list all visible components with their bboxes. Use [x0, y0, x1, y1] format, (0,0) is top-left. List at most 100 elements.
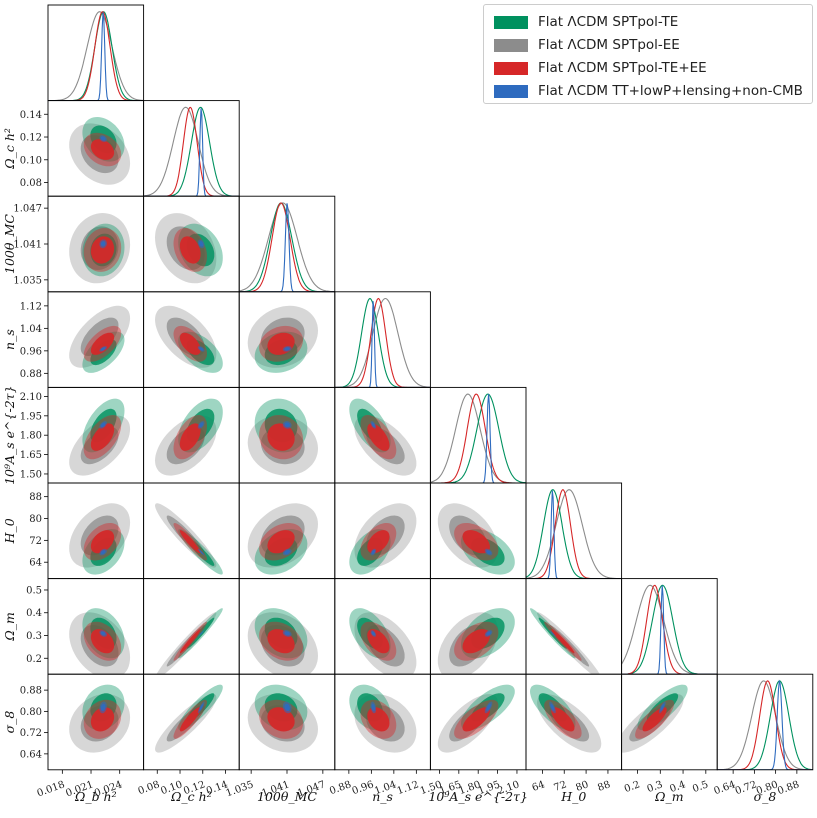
contour-68-omb-H0-series-3 [100, 550, 106, 555]
contour-68-theta-As-series-2 [267, 423, 295, 451]
marginal-Om-series-1 [621, 584, 718, 675]
contour-68-omb-theta-series-3 [100, 241, 106, 247]
marginal-ns-series-1 [334, 297, 431, 388]
contour-68-ns-Om-series-3 [371, 631, 375, 636]
y-tick-label-Om-0: 0.2 [26, 654, 42, 665]
y-tick-label-Om-3: 0.5 [26, 585, 42, 596]
marginal-omb-series-2 [48, 11, 144, 101]
contour-68-H0-Om-series-2 [551, 629, 575, 654]
y-axis-label-H0: H_0 [2, 518, 17, 544]
contour-68-omc-s8-series-3 [199, 703, 204, 711]
contour-68-omc-ns-series-3 [199, 347, 204, 351]
x-tick-label-ns-3: 1.12 [396, 779, 421, 797]
panel-frame-H0-Om [525, 578, 623, 675]
legend-item-sptpol-ee: Flat ΛCDM SPTpol-EE [494, 36, 680, 54]
y-tick-label-theta-1: 1.041 [13, 240, 42, 251]
contour-68-ns-H0-series-2 [367, 530, 390, 554]
contour-68-H0-s8-series-3 [550, 703, 555, 711]
y-tick-label-ns-3: 1.12 [20, 301, 42, 312]
y-tick-label-s8-1: 0.72 [20, 728, 42, 739]
contour-68-omb-As-series-2 [90, 423, 115, 451]
contour-68-omb-Om-series-3 [100, 631, 106, 636]
marginal-Om-series-3 [621, 585, 718, 675]
y-axis-label-s8: σ_8 [2, 711, 17, 734]
x-axis-label-As: 10⁹A_s e^{-2τ} [428, 789, 527, 804]
contour-68-omc-theta-series-3 [199, 241, 204, 247]
y-tick-label-ns-1: 0.96 [20, 346, 42, 357]
marginal-omb-series-0 [48, 11, 144, 101]
x-tick-label-Om-0: 0.2 [623, 779, 642, 795]
y-tick-label-As-4: 2.10 [20, 392, 42, 403]
x-tick-label-theta-0: 1.035 [225, 779, 256, 799]
x-tick-label-s8-3: 0.88 [776, 779, 801, 797]
contour-68-theta-ns-series-3 [284, 347, 290, 351]
contour-68-omc-As-series-2 [179, 423, 201, 451]
y-tick-label-s8-3: 0.88 [20, 686, 42, 697]
contour-68-omb-ns-series-3 [100, 347, 106, 351]
x-axis-label-H0: H_0 [560, 789, 586, 804]
panel-frame-s8-s8 [716, 673, 814, 771]
marginal-As-series-2 [430, 393, 526, 483]
contour-68-omb-theta-series-2 [90, 236, 115, 264]
contour-68-omb-s8-series-3 [100, 703, 106, 711]
y-tick-label-s8-0: 0.64 [20, 749, 42, 760]
marginal-omc-series-0 [143, 106, 240, 197]
y-tick-label-H0-2: 80 [29, 514, 42, 525]
y-tick-label-omc-2: 0.12 [20, 133, 42, 144]
contour-68-H0-Om-series-3 [550, 631, 555, 636]
panel-frame-ns-ns [334, 291, 431, 388]
marginal-Om-series-0 [621, 584, 718, 675]
contour-68-omc-H0-series-3 [199, 550, 204, 555]
contour-68-omc-s8-series-2 [179, 707, 201, 732]
marginal-omb-series-1 [48, 11, 144, 101]
contour-68-Om-s8-series-2 [642, 707, 667, 732]
contour-68-As-H0-series-3 [486, 550, 491, 555]
marginal-theta-series-2 [239, 202, 335, 292]
x-axis-label-s8: σ_8 [754, 789, 777, 804]
contour-68-As-s8-series-2 [462, 707, 490, 732]
marginal-omc-series-3 [143, 108, 240, 197]
legend-label-sptpol-te-ee: Flat ΛCDM SPTpol-TE+EE [538, 60, 707, 76]
marginal-H0-series-3 [526, 490, 622, 579]
y-axis-label-As: 10⁹A_s e^{-2τ} [2, 385, 17, 484]
marginal-As-series-0 [430, 393, 526, 483]
y-tick-label-omc-0: 0.08 [20, 178, 42, 189]
contour-68-omc-Om-series-2 [179, 629, 201, 654]
panel-frame-omc-Om [143, 578, 240, 675]
marginal-omc-series-2 [143, 106, 240, 197]
x-tick-label-omb-0: 0.018 [36, 779, 67, 799]
contour-68-As-H0-series-2 [462, 530, 490, 554]
y-tick-label-Om-2: 0.4 [26, 608, 42, 619]
y-tick-label-As-0: 1.50 [20, 469, 42, 480]
y-tick-label-As-2: 1.80 [20, 431, 42, 442]
marginal-ns-series-0 [334, 297, 431, 388]
marginal-H0-series-0 [526, 489, 622, 579]
x-tick-label-Om-3: 0.5 [691, 779, 710, 795]
legend-item-planck: Flat ΛCDM TT+lowP+lensing+non-CMB [494, 82, 803, 100]
legend-swatch-planck [494, 84, 528, 98]
contour-68-omc-Om-series-3 [199, 631, 204, 636]
marginal-omb-series-3 [48, 12, 144, 101]
y-tick-label-ns-0: 0.88 [20, 369, 42, 380]
y-tick-label-H0-0: 64 [29, 558, 42, 569]
y-tick-label-Om-1: 0.3 [26, 631, 42, 642]
contour-68-As-Om-series-2 [462, 629, 490, 654]
marginal-s8-series-1 [717, 680, 813, 770]
contour-68-omb-omc-series-2 [90, 139, 115, 160]
y-tick-label-omc-3: 0.14 [20, 110, 42, 121]
x-tick-label-H0-2: 80 [574, 779, 590, 794]
contour-68-Om-s8-series-3 [660, 703, 665, 711]
contour-68-ns-As-series-3 [371, 422, 375, 428]
contour-68-theta-H0-series-3 [284, 550, 290, 555]
contour-68-theta-s8-series-3 [284, 703, 290, 711]
y-tick-label-As-3: 1.95 [20, 411, 42, 422]
panel-frame-omb-omb [47, 4, 145, 102]
contour-68-ns-s8-series-2 [367, 707, 390, 732]
y-tick-label-s8-2: 0.80 [20, 707, 42, 718]
contour-68-H0-s8-series-2 [551, 707, 575, 732]
y-tick-label-ns-2: 1.04 [20, 324, 42, 335]
legend-label-sptpol-ee: Flat ΛCDM SPTpol-EE [538, 37, 680, 53]
x-tick-label-H0-0: 64 [531, 779, 547, 794]
y-tick-label-H0-3: 88 [29, 492, 42, 503]
marginal-ns-series-2 [334, 297, 431, 388]
